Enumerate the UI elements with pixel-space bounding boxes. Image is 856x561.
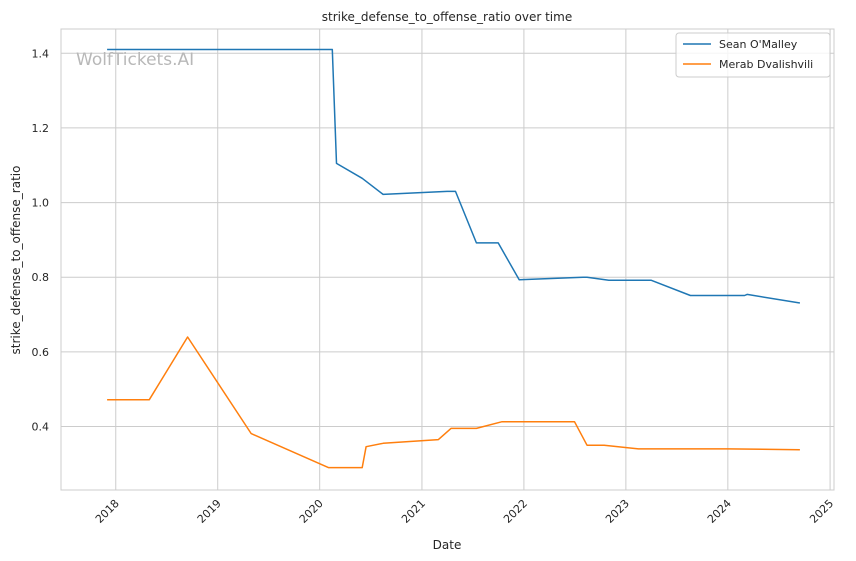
y-tick-label: 0.4 [32, 421, 50, 434]
plot-frame [60, 28, 835, 491]
series-line-0 [107, 48, 801, 304]
legend-box [675, 32, 831, 78]
series-layer [107, 48, 801, 469]
x-axis-title: Date [433, 538, 462, 552]
y-axis-title: strike_defense_to_offense_ratio [9, 166, 23, 355]
legend-label-1: Merab Dvalishvili [719, 58, 813, 71]
series-line-1 [107, 336, 800, 469]
chart-title: strike_defense_to_offense_ratio over tim… [322, 10, 572, 24]
y-tick-label: 0.6 [32, 346, 50, 359]
y-tick-label: 1.0 [32, 197, 50, 210]
y-tick-label: 0.8 [32, 271, 50, 284]
y-tick-label: 1.4 [32, 47, 50, 60]
y-tick-labels: 0.4 0.6 0.8 1.0 1.2 1.4 [32, 47, 50, 433]
grid [61, 29, 834, 490]
watermark-text: WolfTickets.AI [76, 50, 194, 70]
legend-label-0: Sean O'Malley [719, 38, 798, 51]
legend: Sean O'Malley Merab Dvalishvili [675, 32, 831, 78]
y-tick-label: 1.2 [32, 122, 50, 135]
